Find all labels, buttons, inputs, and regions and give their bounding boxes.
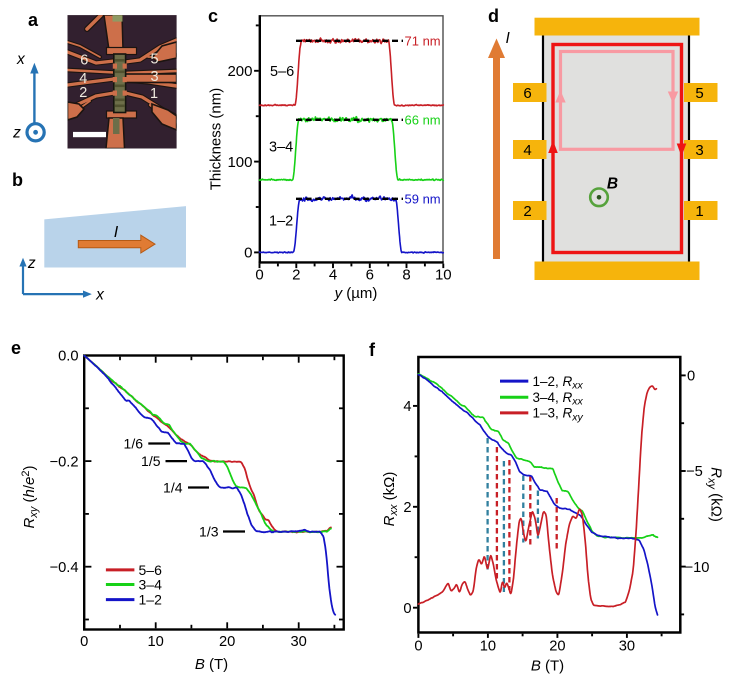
- svg-text:4: 4: [329, 267, 337, 284]
- svg-text:0: 0: [403, 601, 411, 617]
- svg-text:3: 3: [150, 69, 158, 85]
- svg-text:30: 30: [291, 634, 307, 650]
- svg-text:1/4: 1/4: [163, 480, 183, 496]
- svg-text:4: 4: [523, 142, 531, 159]
- svg-text:100: 100: [227, 154, 252, 171]
- svg-text:2: 2: [523, 203, 531, 220]
- svg-text:0: 0: [414, 639, 422, 655]
- svg-text:4: 4: [79, 71, 87, 87]
- svg-text:Rxy (kΩ): Rxy (kΩ): [706, 467, 725, 522]
- svg-text:z: z: [27, 255, 36, 272]
- svg-text:1/6: 1/6: [124, 436, 144, 452]
- svg-text:8: 8: [402, 267, 410, 284]
- svg-text:B (T): B (T): [531, 658, 564, 675]
- svg-text:3: 3: [695, 142, 703, 159]
- svg-text:5: 5: [695, 85, 703, 102]
- svg-text:−0.2: −0.2: [50, 454, 79, 470]
- svg-text:6: 6: [523, 85, 531, 102]
- svg-text:B (T): B (T): [195, 656, 228, 673]
- svg-text:200: 200: [227, 63, 252, 80]
- svg-text:1: 1: [695, 203, 703, 220]
- svg-text:y (µm): y (µm): [334, 285, 378, 302]
- svg-text:−10: −10: [685, 560, 710, 576]
- svg-text:I: I: [114, 224, 119, 241]
- svg-text:B: B: [607, 176, 618, 193]
- svg-text:2: 2: [292, 267, 300, 284]
- svg-text:d: d: [488, 6, 499, 26]
- svg-text:−0.4: −0.4: [50, 560, 79, 576]
- svg-text:1–3, Rxy: 1–3, Rxy: [533, 406, 584, 424]
- svg-text:0: 0: [244, 245, 252, 262]
- svg-text:5: 5: [150, 52, 158, 68]
- svg-text:2: 2: [403, 500, 411, 516]
- svg-text:I: I: [506, 30, 511, 47]
- svg-text:c: c: [208, 6, 218, 26]
- svg-text:0.0: 0.0: [58, 349, 78, 365]
- svg-text:71 nm: 71 nm: [405, 34, 441, 49]
- svg-text:1/5: 1/5: [141, 453, 161, 469]
- svg-text:a: a: [28, 10, 39, 30]
- svg-text:Rxx (kΩ): Rxx (kΩ): [381, 472, 400, 527]
- svg-text:10: 10: [435, 267, 452, 284]
- svg-text:x: x: [95, 287, 105, 304]
- svg-text:z: z: [12, 125, 21, 142]
- svg-text:3–4: 3–4: [269, 140, 293, 156]
- svg-text:0: 0: [687, 369, 695, 385]
- svg-text:5–6: 5–6: [270, 64, 294, 80]
- svg-text:0: 0: [80, 634, 88, 650]
- svg-text:5–6: 5–6: [139, 562, 163, 578]
- svg-text:66 nm: 66 nm: [405, 113, 441, 128]
- svg-text:30: 30: [619, 639, 635, 655]
- svg-text:20: 20: [219, 634, 235, 650]
- svg-text:6: 6: [366, 267, 374, 284]
- svg-text:3–4, Rxx: 3–4, Rxx: [533, 390, 584, 408]
- svg-text:1: 1: [150, 86, 158, 102]
- svg-text:b: b: [12, 170, 23, 190]
- svg-text:3–4: 3–4: [139, 577, 163, 593]
- svg-text:4: 4: [403, 399, 411, 415]
- svg-text:1–2, Rxx: 1–2, Rxx: [533, 374, 584, 392]
- svg-text:1–2: 1–2: [139, 592, 163, 608]
- svg-text:2: 2: [79, 85, 87, 101]
- svg-text:e: e: [11, 338, 21, 358]
- svg-text:0: 0: [255, 267, 263, 284]
- svg-text:−5: −5: [686, 464, 703, 480]
- svg-text:f: f: [369, 340, 376, 360]
- svg-text:10: 10: [480, 639, 496, 655]
- svg-text:20: 20: [549, 639, 565, 655]
- svg-text:Thickness (nm): Thickness (nm): [208, 88, 225, 191]
- svg-text:10: 10: [148, 634, 164, 650]
- svg-text:6: 6: [80, 53, 88, 69]
- svg-text:59 nm: 59 nm: [405, 192, 441, 207]
- svg-text:1/3: 1/3: [199, 524, 219, 540]
- svg-text:x: x: [16, 51, 26, 68]
- svg-text:1–2: 1–2: [269, 214, 293, 230]
